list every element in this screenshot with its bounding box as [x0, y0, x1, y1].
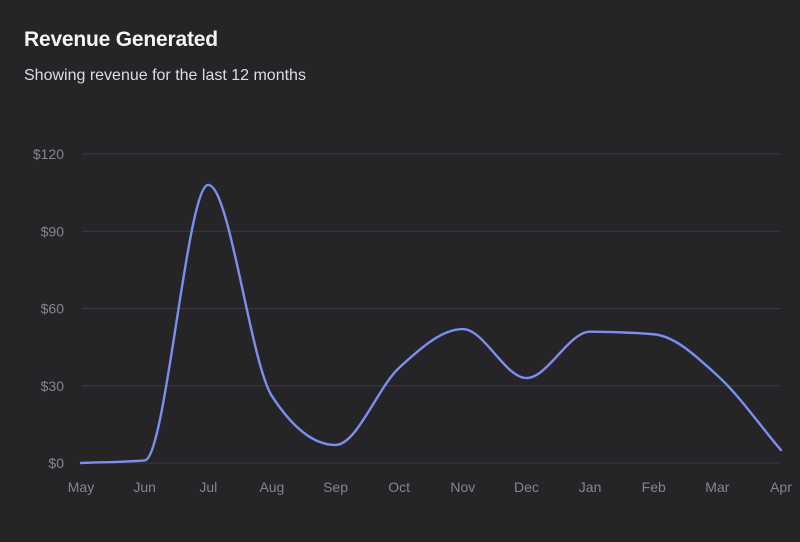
x-tick-label: Jun	[133, 479, 156, 495]
x-tick-label: Feb	[642, 479, 666, 495]
y-tick-label: $60	[41, 301, 65, 317]
x-tick-label: Jul	[199, 479, 217, 495]
y-tick-label: $0	[48, 455, 64, 471]
x-tick-label: Nov	[450, 479, 475, 495]
card-title: Revenue Generated	[24, 28, 218, 51]
x-axis-ticks: May Jun Jul Aug Sep Oct Nov Dec Jan Feb Mar Apr	[68, 479, 792, 495]
y-tick-label: $30	[41, 378, 65, 394]
x-tick-label: Apr	[770, 479, 792, 495]
y-tick-label: $120	[33, 146, 64, 162]
x-tick-label: Dec	[514, 479, 539, 495]
x-tick-label: Aug	[259, 479, 284, 495]
x-tick-label: May	[68, 479, 94, 495]
x-tick-label: Sep	[323, 479, 348, 495]
x-tick-label: Jan	[579, 479, 602, 495]
y-tick-label: $90	[41, 223, 65, 239]
x-tick-label: Mar	[705, 479, 729, 495]
series-layer	[79, 183, 783, 465]
grid-lines	[82, 153, 780, 464]
x-tick-label: Oct	[388, 479, 410, 495]
card-subtitle: Showing revenue for the last 12 months	[24, 67, 306, 84]
y-axis-ticks: $0 $30 $60 $90 $120	[33, 146, 64, 471]
revenue-series-line	[79, 183, 783, 465]
